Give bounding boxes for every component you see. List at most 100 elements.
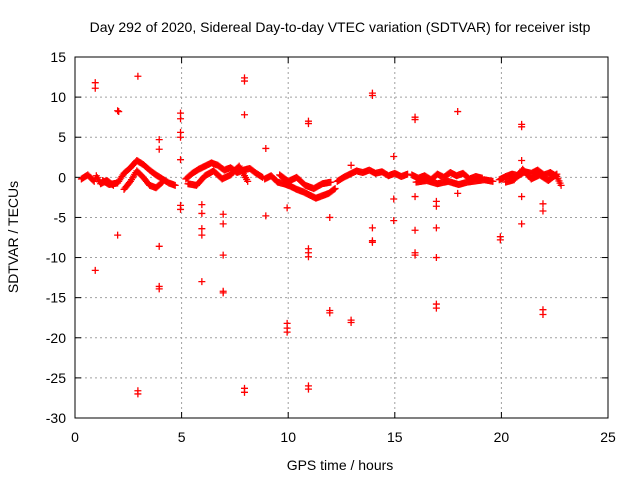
y-tick-label: -15 xyxy=(46,290,66,306)
outlier-point xyxy=(283,204,291,212)
x-axis-label: GPS time / hours xyxy=(287,457,394,473)
outlier-point xyxy=(432,224,440,232)
outlier-point xyxy=(240,388,248,396)
outlier-point xyxy=(219,210,227,218)
outlier-point xyxy=(198,231,206,239)
baseline-point xyxy=(489,177,497,185)
outlier-point xyxy=(432,254,440,262)
baseline-point xyxy=(330,185,338,193)
outlier-point xyxy=(454,108,462,116)
baseline-point xyxy=(171,181,179,189)
x-tick-label: 10 xyxy=(280,429,296,445)
chart-title: Day 292 of 2020, Sidereal Day-to-day VTE… xyxy=(90,19,591,35)
outlier-point xyxy=(91,84,99,92)
outlier-point xyxy=(219,251,227,259)
baseline-point xyxy=(157,179,165,187)
y-tick-label: 10 xyxy=(50,89,66,105)
tick-layer xyxy=(74,56,609,419)
outlier-point xyxy=(304,385,312,393)
x-tick-labels: 0 5 10 15 20 25 xyxy=(71,429,616,445)
outlier-point xyxy=(240,77,248,85)
outlier-point xyxy=(155,145,163,153)
outlier-point xyxy=(518,220,526,228)
x-tick-label: 15 xyxy=(387,429,403,445)
outlier-point xyxy=(114,107,122,115)
y-tick-labels: -30 -25 -20 -15 -10 -5 0 5 10 15 xyxy=(46,49,66,426)
y-tick-label: 0 xyxy=(58,169,66,185)
outlier-point xyxy=(390,217,398,225)
outlier-point xyxy=(198,201,206,209)
outlier-point xyxy=(91,266,99,274)
baseline-point xyxy=(404,170,412,178)
outlier-point xyxy=(539,311,547,319)
baseline-point xyxy=(327,178,335,186)
outlier-point xyxy=(155,242,163,250)
outlier-point xyxy=(177,133,185,141)
outlier-point xyxy=(177,156,185,164)
outlier-point xyxy=(326,213,334,221)
outlier-point xyxy=(262,212,270,220)
outlier-point xyxy=(134,390,142,398)
outlier-point xyxy=(368,238,376,246)
grid-layer xyxy=(75,57,608,418)
outlier-point xyxy=(134,72,142,80)
x-tick-label: 0 xyxy=(71,429,79,445)
y-tick-label: -10 xyxy=(46,250,66,266)
baseline-point xyxy=(158,178,166,186)
outlier-point xyxy=(518,156,526,164)
outlier-point xyxy=(114,231,122,239)
outlier-point xyxy=(518,193,526,201)
x-tick-label: 25 xyxy=(600,429,616,445)
outlier-point xyxy=(155,136,163,144)
baseline-point xyxy=(553,170,561,178)
outlier-point xyxy=(539,200,547,208)
outlier-point xyxy=(390,152,398,160)
outlier-point xyxy=(177,205,185,213)
x-tick-label: 5 xyxy=(178,429,186,445)
outlier-point xyxy=(454,189,462,197)
outlier-point xyxy=(368,224,376,232)
outlier-point xyxy=(240,111,248,119)
outlier-point xyxy=(198,278,206,286)
baseline-point xyxy=(244,177,252,185)
outlier-point xyxy=(326,309,334,317)
outlier-point xyxy=(219,220,227,228)
y-axis-label: SDTVAR / TECUs xyxy=(5,181,21,293)
y-tick-label: -30 xyxy=(46,410,66,426)
outlier-point xyxy=(177,115,185,123)
outlier-point xyxy=(304,120,312,128)
outlier-point xyxy=(115,108,123,116)
outlier-point xyxy=(411,116,419,124)
baseline-point xyxy=(557,181,565,189)
x-tick-label: 20 xyxy=(494,429,510,445)
outlier-point xyxy=(198,225,206,233)
y-tick-label: 5 xyxy=(58,129,66,145)
data-points xyxy=(77,72,565,398)
y-tick-label: -20 xyxy=(46,330,66,346)
outlier-point xyxy=(518,123,526,131)
baseline-point xyxy=(552,171,560,179)
outlier-point xyxy=(347,319,355,327)
outlier-point xyxy=(411,193,419,201)
y-tick-label: -25 xyxy=(46,370,66,386)
outlier-point xyxy=(219,289,227,297)
outlier-point xyxy=(304,253,312,261)
outlier-point xyxy=(390,195,398,203)
outlier-point xyxy=(198,209,206,217)
outlier-point xyxy=(496,236,504,244)
outlier-point xyxy=(539,207,547,215)
outlier-point xyxy=(347,161,355,169)
outlier-point xyxy=(283,328,291,336)
outlier-point xyxy=(411,251,419,259)
y-tick-label: -5 xyxy=(54,209,67,225)
baseline-point xyxy=(331,185,339,193)
outlier-point xyxy=(411,226,419,234)
plot-frame xyxy=(74,56,609,419)
outlier-point xyxy=(155,285,163,293)
outlier-point xyxy=(368,92,376,100)
outlier-point xyxy=(432,304,440,312)
outlier-point xyxy=(432,202,440,210)
outlier-point xyxy=(262,144,270,152)
y-tick-label: 15 xyxy=(50,49,66,65)
